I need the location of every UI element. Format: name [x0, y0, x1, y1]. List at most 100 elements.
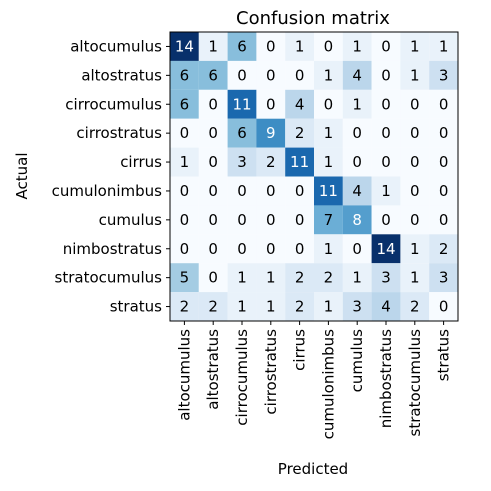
heatmap-cell-8-0 [170, 263, 199, 293]
heatmap-cell-3-8 [400, 118, 430, 148]
heatmap-cell-label-8-9: 3 [439, 269, 449, 287]
heatmap-cell-label-5-1: 0 [208, 182, 218, 200]
heatmap-cell-label-1-9: 3 [439, 66, 449, 84]
heatmap-cell-label-5-4: 0 [295, 182, 305, 200]
heatmap-cell-label-8-4: 2 [295, 269, 305, 287]
x-axis-ticks: altocumulus altostratus cirrocumulus cirros… [175, 321, 453, 439]
heatmap-cell-0-1 [198, 32, 228, 61]
heatmap-cell-6-1 [198, 205, 228, 235]
heatmap-cell-7-1 [198, 234, 228, 264]
heatmap-cell-9-1 [198, 292, 228, 322]
heatmap-cell-label-5-2: 0 [237, 182, 247, 200]
heatmap-cell-1-9 [429, 60, 459, 90]
heatmap-cell-4-4 [285, 147, 315, 177]
heatmap-cell-7-0 [170, 234, 199, 264]
heatmap-cell-7-9 [429, 234, 459, 264]
heatmap-cell-5-6 [342, 176, 372, 206]
heatmap-cell-label-5-9: 0 [439, 182, 449, 200]
heatmap-cell-6-4 [285, 205, 315, 235]
heatmap-cell-label-1-6: 4 [352, 66, 362, 84]
heatmap-cell-label-2-9: 0 [439, 95, 449, 113]
heatmap-cell-0-3 [256, 32, 286, 61]
heatmap-cell-label-7-9: 2 [439, 240, 449, 258]
heatmap-cell-label-5-6: 4 [352, 182, 362, 200]
y-tick-label-cirrus: cirrus [120, 153, 162, 171]
heatmap-cell-2-0 [170, 89, 199, 119]
heatmap-cell-4-8 [400, 147, 430, 177]
heatmap-cell-9-8 [400, 292, 430, 322]
heatmap-cell-2-5 [314, 89, 343, 119]
heatmap-cell-label-1-0: 6 [180, 66, 190, 84]
heatmap-cell-label-1-7: 0 [381, 66, 391, 84]
heatmap-cell-label-6-9: 0 [439, 211, 449, 229]
heatmap-cell-5-7 [371, 176, 401, 206]
heatmap-cell-label-5-0: 0 [180, 182, 190, 200]
heatmap-cell-2-2 [227, 89, 257, 119]
y-tick-label-cumulonimbus: cumulonimbus [52, 182, 163, 200]
heatmap-cell-5-8 [400, 176, 430, 206]
y-axis-label: Actual [13, 153, 31, 200]
heatmap-cell-label-6-2: 0 [237, 211, 247, 229]
heatmap-cell-0-0 [170, 32, 199, 61]
heatmap-cell-4-6 [342, 147, 372, 177]
heatmap-cell-9-4 [285, 292, 315, 322]
y-tick-label-altostratus: altostratus [81, 66, 162, 84]
heatmap-cell-4-0 [170, 147, 199, 177]
heatmap-cell-label-0-3: 0 [266, 37, 276, 55]
heatmap-cell-label-4-7: 0 [381, 153, 391, 171]
heatmap-cell-label-4-1: 0 [208, 153, 218, 171]
heatmap-cell-2-1 [198, 89, 228, 119]
heatmap-cell-label-8-5: 2 [324, 269, 334, 287]
heatmap-cell-7-7 [371, 234, 401, 264]
heatmap-cell-label-4-5: 1 [324, 153, 334, 171]
heatmap-cell-8-3 [256, 263, 286, 293]
heatmap-cell-6-2 [227, 205, 257, 235]
heatmap-cell-label-0-4: 1 [295, 37, 305, 55]
heatmap-cell-label-3-0: 0 [180, 124, 190, 142]
heatmap-cell-9-9 [429, 292, 459, 322]
heatmap-cell-6-5 [314, 205, 343, 235]
x-tick-label-nimbostratus: nimbostratus [377, 329, 395, 428]
heatmap-cell-3-1 [198, 118, 228, 148]
heatmap-cell-6-3 [256, 205, 286, 235]
heatmap-cell-3-9 [429, 118, 459, 148]
y-tick-label-cumulus: cumulus [99, 211, 163, 229]
heatmap-cell-label-9-2: 1 [237, 298, 247, 316]
heatmap-cell-9-7 [371, 292, 401, 322]
heatmap-cell-label-3-6: 0 [352, 124, 362, 142]
heatmap-cell-6-0 [170, 205, 199, 235]
chart-title: Confusion matrix [236, 8, 390, 29]
heatmap-cell-label-9-4: 2 [295, 298, 305, 316]
heatmap-cell-4-7 [371, 147, 401, 177]
x-tick-label-stratus: stratus [435, 329, 453, 381]
heatmap-cell-label-4-4: 11 [290, 153, 309, 171]
heatmap-cell-label-8-1: 0 [208, 269, 218, 287]
heatmap-cell-9-3 [256, 292, 286, 322]
heatmap-cell-label-5-7: 1 [381, 182, 391, 200]
heatmap-cell-label-2-8: 0 [410, 95, 420, 113]
heatmap-cell-label-3-5: 1 [324, 124, 334, 142]
heatmap-cell-label-2-4: 4 [295, 95, 305, 113]
heatmap-cell-1-2 [227, 60, 257, 90]
heatmap-cell-label-6-5: 7 [324, 211, 334, 229]
heatmap-cell-5-3 [256, 176, 286, 206]
heatmap-cell-4-5 [314, 147, 343, 177]
heatmap-cell-1-1 [198, 60, 228, 90]
heatmap-cell-label-6-7: 0 [381, 211, 391, 229]
y-tick-label-nimbostratus: nimbostratus [63, 240, 162, 258]
heatmap-cell-label-1-2: 0 [237, 66, 247, 84]
heatmap-cell-8-5 [314, 263, 343, 293]
heatmap-cell-label-3-4: 2 [295, 124, 305, 142]
heatmap-cell-label-3-2: 6 [237, 124, 247, 142]
heatmap-cell-4-3 [256, 147, 286, 177]
heatmap-cell-8-2 [227, 263, 257, 293]
heatmap-cell-label-6-6: 8 [352, 211, 362, 229]
plot-frame [169, 31, 459, 322]
heatmap-cell-label-8-7: 3 [381, 269, 391, 287]
heatmap-cell-6-6 [342, 205, 372, 235]
heatmap-cell-label-2-7: 0 [381, 95, 391, 113]
heatmap-cell-0-4 [285, 32, 315, 61]
heatmap-cell-label-7-0: 0 [180, 240, 190, 258]
heatmap-cell-label-6-1: 0 [208, 211, 218, 229]
heatmap-cell-8-9 [429, 263, 459, 293]
